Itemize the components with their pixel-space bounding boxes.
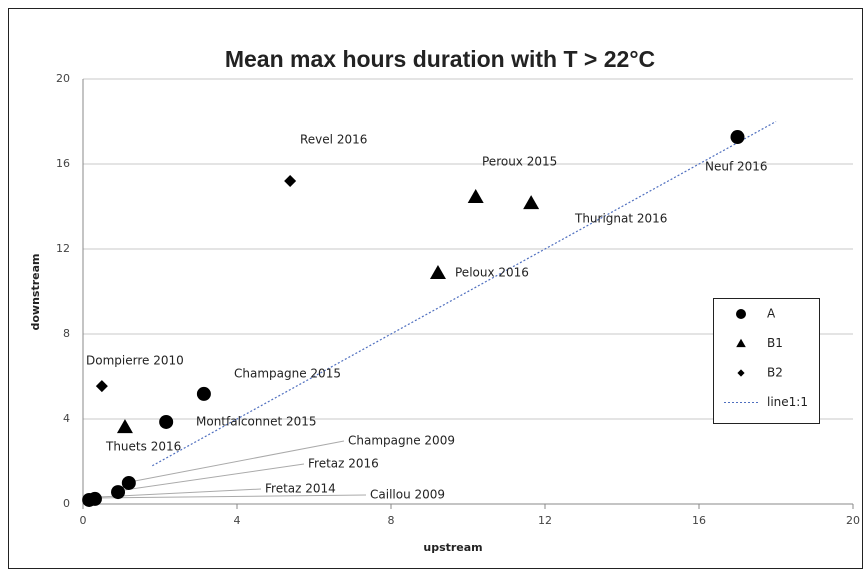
- point: [116, 419, 133, 434]
- point: [523, 195, 540, 210]
- point-label: Dompierre 2010: [86, 354, 184, 368]
- x-tick-label: 16: [692, 514, 706, 527]
- x-tick-label: 8: [388, 514, 395, 527]
- leader-line: [134, 440, 345, 482]
- legend-swatch: [736, 338, 746, 348]
- x-axis-label: upstream: [423, 541, 482, 554]
- leader-line: [100, 488, 262, 498]
- x-tick-label: 4: [234, 514, 241, 527]
- point: [467, 188, 484, 203]
- legend-label: line1:1: [767, 395, 808, 409]
- frame: [8, 8, 863, 569]
- chart-title: Mean max hours duration with T > 22°C: [225, 46, 655, 72]
- point-label: Peroux 2015: [482, 155, 557, 169]
- point-label: Champagne 2015: [234, 367, 341, 381]
- point-label: Fretaz 2016: [308, 457, 379, 471]
- x-tick-label: 0: [80, 514, 87, 527]
- legend-label: B2: [767, 366, 783, 380]
- x-tick-label: 12: [538, 514, 552, 527]
- point: [284, 175, 297, 187]
- point-label: Peloux 2016: [455, 266, 529, 280]
- point-label: Neuf 2016: [705, 160, 768, 174]
- legend: [713, 298, 820, 424]
- legend-label: B1: [767, 336, 783, 350]
- legend-label: A: [767, 307, 776, 321]
- leader-line: [123, 463, 305, 491]
- point: [429, 265, 446, 280]
- point: [121, 475, 136, 490]
- x-tick-label: 20: [846, 514, 860, 527]
- y-tick-label: 8: [63, 327, 70, 340]
- legend-swatch: [737, 369, 745, 377]
- point-label: Revel 2016: [300, 133, 367, 147]
- point-label: Fretaz 2014: [265, 482, 336, 496]
- leader-line: [95, 494, 367, 499]
- y-tick-label: 12: [56, 242, 70, 255]
- y-tick-label: 16: [56, 157, 70, 170]
- point-label: Champagne 2009: [348, 434, 455, 448]
- point: [196, 386, 211, 401]
- y-axis-label: downstream: [29, 254, 42, 331]
- legend-swatch: [736, 309, 746, 319]
- y-tick-label: 4: [63, 412, 70, 425]
- point: [159, 414, 174, 429]
- y-tick-label: 20: [56, 72, 70, 85]
- reference-line: [152, 120, 777, 467]
- point: [82, 492, 97, 507]
- y-tick-label: 0: [63, 497, 70, 510]
- point: [95, 380, 108, 393]
- point-label: Caillou 2009: [370, 488, 445, 502]
- point: [111, 485, 126, 500]
- point-label: Montfalconnet 2015: [196, 415, 317, 429]
- point: [730, 130, 745, 145]
- point-label: Thurignat 2016: [574, 212, 667, 226]
- point-label: Thuets 2016: [105, 440, 181, 454]
